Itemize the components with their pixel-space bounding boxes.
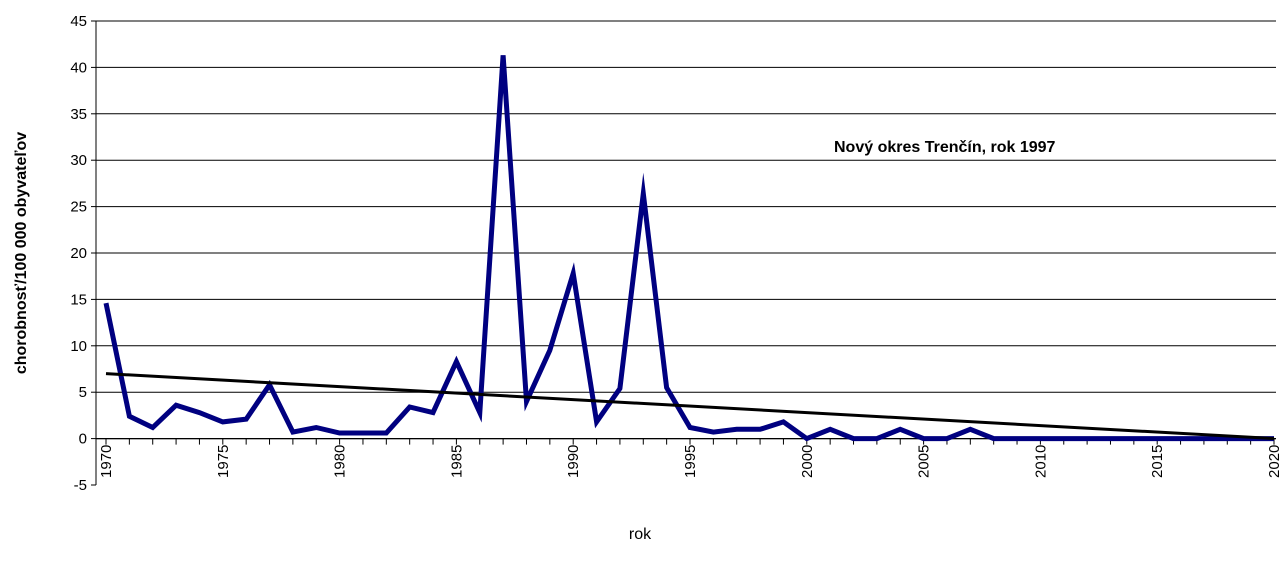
trend-line <box>105 372 1275 441</box>
y-tick-label: 35 <box>70 106 87 123</box>
x-tick-label: 2010 <box>1032 445 1049 478</box>
chart-annotation: Nový okres Trenčín, rok 1997 <box>834 139 1056 156</box>
x-tick-label: 1980 <box>332 445 349 478</box>
x-tick-label: 2020 <box>1266 445 1283 478</box>
y-tick-label: 25 <box>70 199 87 216</box>
y-tick-label: 40 <box>70 59 87 76</box>
x-tick-label: 1995 <box>682 445 699 478</box>
x-tick-label: 2000 <box>799 445 816 478</box>
series-lines <box>103 55 1275 442</box>
y-tick-label: 45 <box>70 13 87 30</box>
x-tick-label: 1970 <box>98 445 115 478</box>
x-tick-label: 1985 <box>448 445 465 478</box>
x-axis-title: rok <box>629 526 652 543</box>
y-tick-label: 5 <box>79 384 87 401</box>
x-tick-label: 1990 <box>565 445 582 478</box>
y-axis-title: chorobnosť/100 000 obyvateľov <box>13 132 30 374</box>
y-tick-label: 20 <box>70 245 87 262</box>
y-tick-label: 30 <box>70 152 87 169</box>
gridlines <box>96 20 1276 440</box>
x-tick-label: 2015 <box>1149 445 1166 478</box>
incidence-series-line <box>103 55 1274 442</box>
y-tick-label: 10 <box>70 338 87 355</box>
x-tick-label: 1975 <box>215 445 232 478</box>
y-tick-label: 0 <box>79 431 87 448</box>
x-tick-label: 2005 <box>916 445 933 478</box>
y-tick-label: 15 <box>70 291 87 308</box>
y-tick-label: -5 <box>74 477 87 494</box>
tick-labels: -5 0 5 10 15 20 25 30 35 40 45 1970 1975 1980 1985 1990… <box>70 13 1283 494</box>
